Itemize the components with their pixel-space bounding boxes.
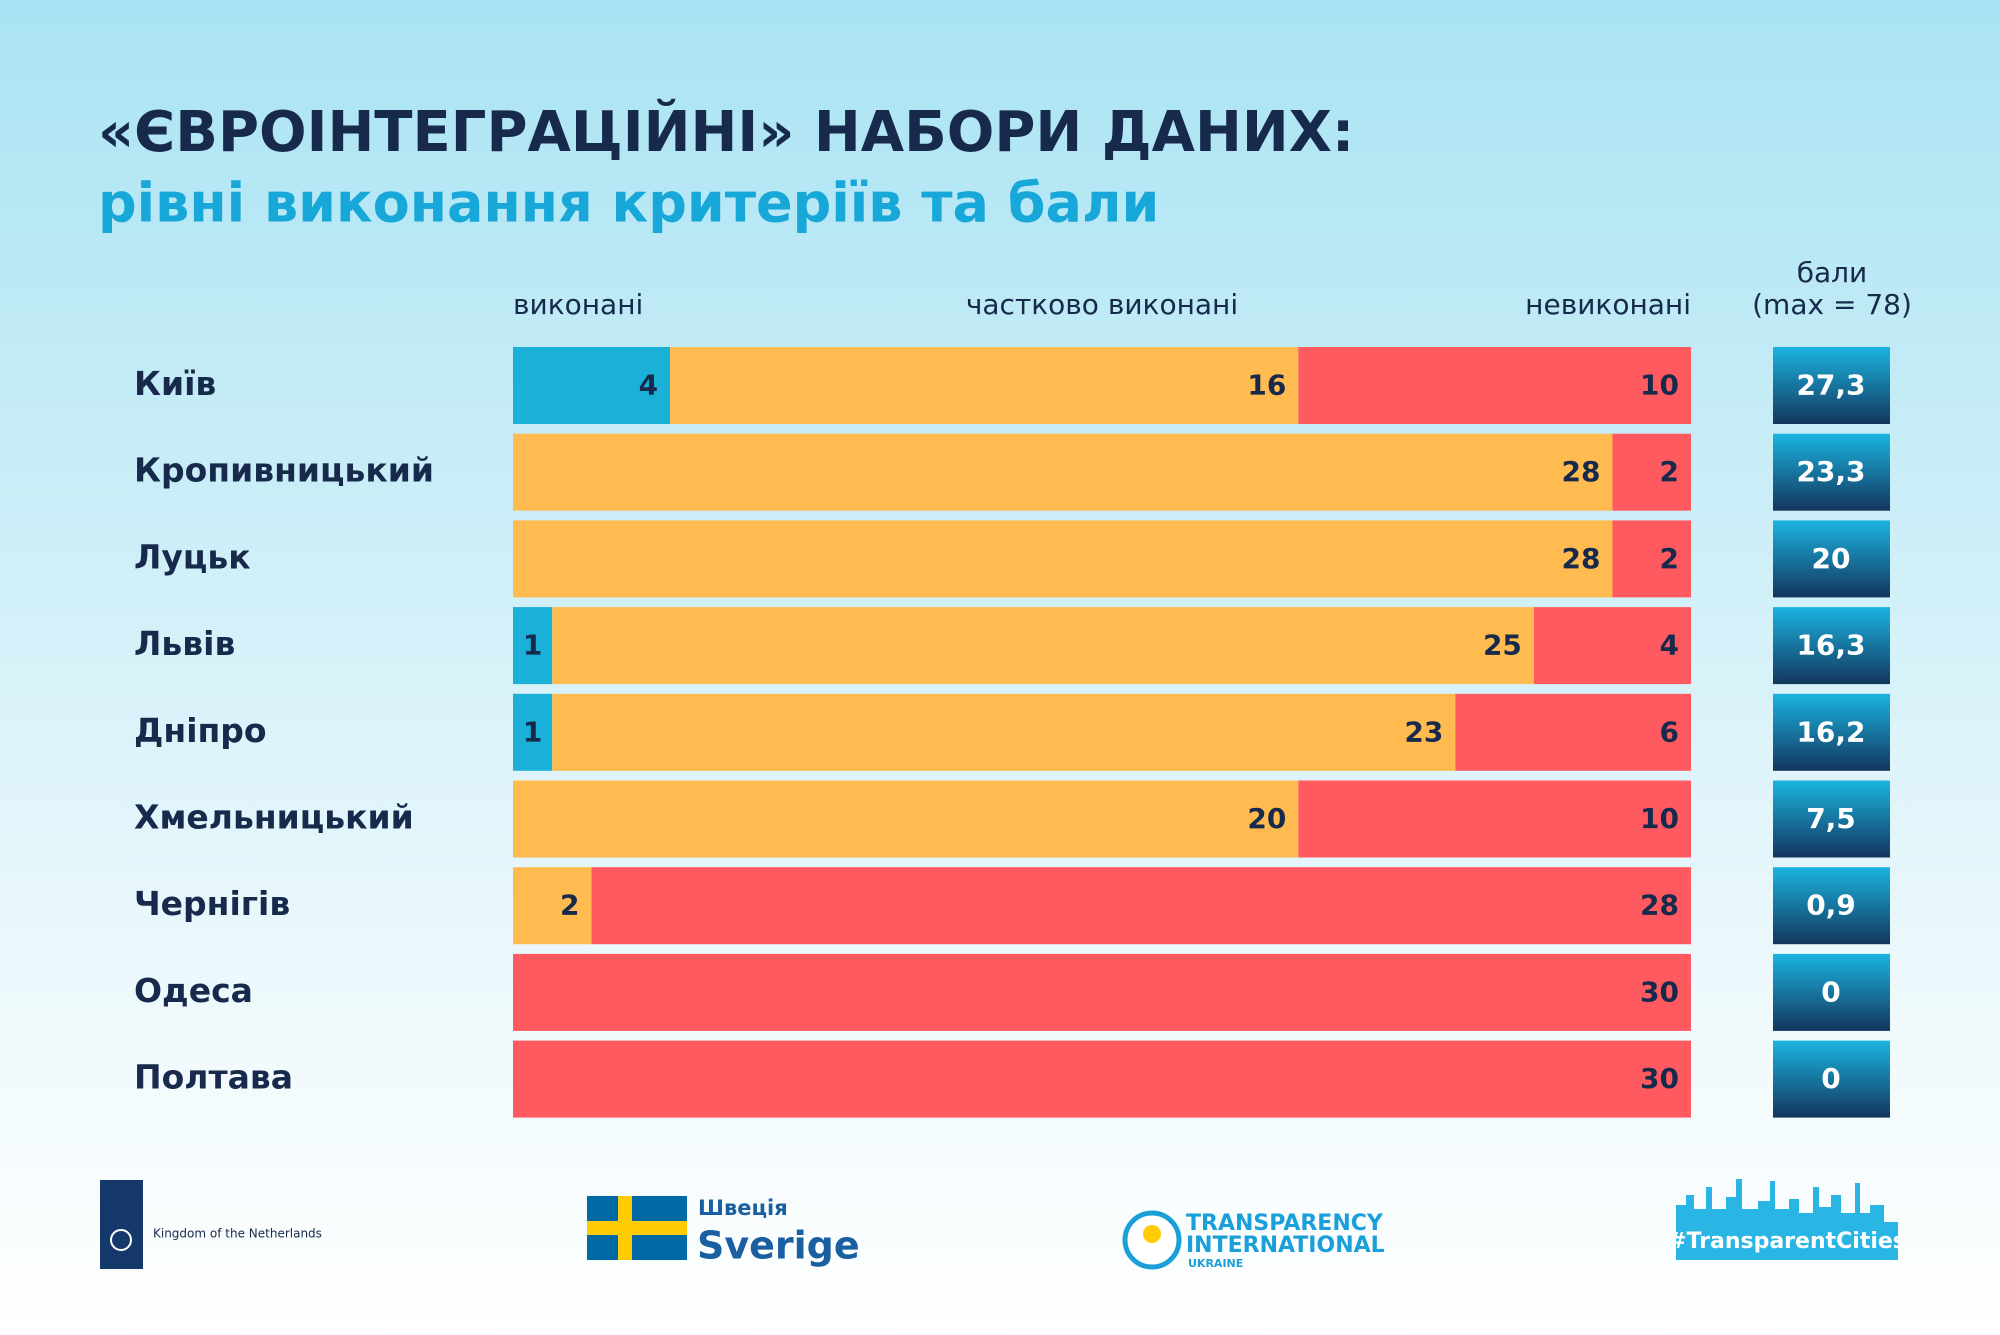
value-label: 10 [1640, 802, 1679, 835]
logo-shape [1143, 1225, 1161, 1243]
score-label: 7,5 [1806, 802, 1856, 835]
value-label: 28 [1561, 542, 1600, 575]
logo-shape [1676, 1222, 1898, 1260]
legend-label: виконані [513, 288, 643, 321]
score-label: 0 [1821, 975, 1840, 1008]
value-label: 2 [560, 889, 579, 922]
logo-text: INTERNATIONAL [1186, 1233, 1385, 1258]
score-box [1773, 520, 1890, 598]
logo-skyline [1676, 1179, 1884, 1222]
value-label: 28 [1561, 455, 1600, 488]
value-label: 10 [1640, 369, 1679, 402]
score-label: 0,9 [1806, 889, 1856, 922]
logo-netherlands: Kingdom of the Netherlands [100, 1180, 322, 1269]
logo-sweden: Швеція Sverige [587, 1196, 860, 1268]
logo-text: Sverige [697, 1224, 860, 1268]
bar-segment [513, 433, 1613, 511]
score-box [1773, 780, 1890, 858]
value-label: 16 [1247, 369, 1286, 402]
value-label: 4 [1660, 629, 1679, 662]
value-label: 6 [1660, 715, 1679, 748]
category-label: Львів [134, 624, 235, 663]
logo-text: #TransparentCities [1668, 1229, 1906, 1254]
bar-segment [1612, 520, 1691, 598]
bar-segment [1533, 607, 1691, 685]
category-label: Хмельницький [134, 798, 414, 837]
bar-segment [591, 867, 1691, 945]
bar-segment [1298, 347, 1691, 424]
category-label: Кропивницький [134, 451, 434, 490]
category-label: Луцьк [134, 537, 251, 576]
score-label: 20 [1812, 542, 1851, 575]
value-label: 25 [1483, 629, 1522, 662]
category-label: Полтава [134, 1058, 293, 1097]
value-label: 1 [523, 715, 542, 748]
logo-shape [587, 1221, 687, 1235]
bar-segment [513, 867, 592, 945]
category-label: Київ [134, 364, 216, 403]
logo-text: TRANSPARENCY [1186, 1211, 1384, 1236]
value-label: 2 [1660, 542, 1679, 575]
bar-segment [513, 693, 553, 771]
score-label: 16,3 [1796, 629, 1865, 662]
score-box [1773, 433, 1890, 511]
value-label: 28 [1640, 889, 1679, 922]
score-box [1773, 607, 1890, 685]
value-label: 2 [1660, 455, 1679, 488]
score-label: 0 [1821, 1062, 1840, 1095]
bar-segment [513, 953, 1691, 1031]
bar-segment [513, 780, 1299, 858]
value-label: 4 [639, 369, 658, 402]
bar-segment [1612, 433, 1691, 511]
score-title: бали [1797, 256, 1868, 289]
logo-text: UKRAINE [1188, 1257, 1243, 1270]
bar-segment [1455, 693, 1691, 771]
chart-subtitle: рівні виконання критеріїв та бали [98, 172, 1159, 235]
legend-label: частково виконані [966, 288, 1238, 321]
category-label: Чернігів [134, 884, 290, 923]
legend-label: невиконані [1525, 288, 1691, 321]
bar-segment [513, 347, 671, 424]
category-label: Дніпро [134, 711, 267, 750]
score-label: 23,3 [1796, 455, 1865, 488]
category-label: Одеса [134, 971, 253, 1010]
logo-text: Швеція [698, 1196, 788, 1220]
value-label: 30 [1640, 1062, 1679, 1095]
value-label: 23 [1404, 715, 1443, 748]
bar-segment [513, 607, 553, 685]
value-label: 30 [1640, 975, 1679, 1008]
value-label: 20 [1247, 802, 1286, 835]
bar-segment [670, 347, 1299, 424]
score-box [1773, 1040, 1890, 1118]
bar-segment [552, 693, 1456, 771]
score-box [1773, 347, 1890, 424]
value-label: 1 [523, 629, 542, 662]
logo-transparency: TRANSPARENCY INTERNATIONAL UKRAINE [1122, 1210, 1385, 1270]
logo-shape [100, 1180, 143, 1269]
bar-segment [1298, 780, 1691, 858]
chart-title: «ЄВРОІНТЕГРАЦІЙНІ» НАБОРИ ДАНИХ: [98, 99, 1354, 165]
score-box [1773, 953, 1890, 1031]
logo-cities: #TransparentCities [1668, 1179, 1906, 1260]
bar-segment [552, 607, 1534, 685]
score-label: 16,2 [1796, 715, 1865, 748]
logo-text: Kingdom of the Netherlands [153, 1227, 322, 1241]
bar-segment [513, 1040, 1691, 1118]
score-subtitle: (max = 78) [1752, 288, 1912, 321]
bar-segment [513, 520, 1613, 598]
score-box [1773, 867, 1890, 945]
score-label: 27,3 [1796, 369, 1865, 402]
score-box [1773, 693, 1890, 771]
logo-shape [110, 1229, 132, 1251]
